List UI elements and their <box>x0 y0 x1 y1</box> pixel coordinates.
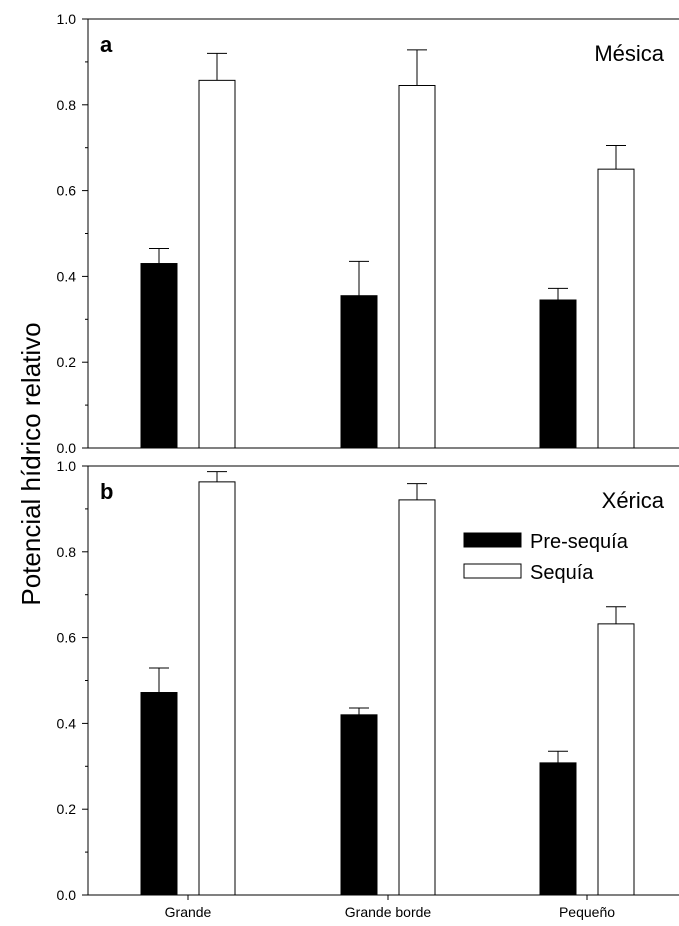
legend-swatch-sequia <box>463 563 522 579</box>
x-tick-label: Grande <box>165 904 212 920</box>
panel-letter: b <box>100 479 113 504</box>
panel-title: Mésica <box>594 41 664 66</box>
y-tick-label: 0.0 <box>57 440 77 456</box>
panel-title: Xérica <box>602 488 665 513</box>
y-tick-label: 0.2 <box>57 801 77 817</box>
legend-label-pre-sequia: Pre-sequía <box>530 531 629 553</box>
bar-sequia-grande <box>198 481 236 896</box>
y-tick-label: 0.4 <box>57 715 77 731</box>
legend-label-sequia: Sequía <box>530 562 594 584</box>
bar-pre-sequia-pequeno <box>539 762 577 896</box>
bar-pre-sequia-grande <box>140 263 178 449</box>
bar-sequia-grande-borde <box>398 499 436 896</box>
bar-sequia-grande-borde <box>398 84 436 449</box>
x-tick-label: Grande borde <box>345 904 432 920</box>
panel-b: 0.0 0.2 0.4 0.6 0.8 1.0 b Xérica Grande Grande bo… <box>57 458 679 920</box>
legend: Pre-sequía Sequía <box>463 531 629 584</box>
bar-pre-sequia-grande-borde <box>340 714 378 896</box>
y-tick-label: 0.4 <box>57 268 77 284</box>
y-tick-label: 0.6 <box>57 183 77 199</box>
bar-sequia-pequeno <box>597 168 635 449</box>
bar-pre-sequia-grande-borde <box>340 295 378 449</box>
y-tick-label: 0.8 <box>57 544 77 560</box>
y-tick-label: 0.0 <box>57 887 77 903</box>
y-tick-label: 0.8 <box>57 97 77 113</box>
y-axis-label: Potencial hídrico relativo <box>16 322 46 605</box>
panel-a: 0.0 0.2 0.4 0.6 0.8 1.0 a Mésica <box>57 11 679 456</box>
y-tick-label: 0.6 <box>57 630 77 646</box>
bar-sequia-grande <box>198 79 236 449</box>
y-tick-label: 0.2 <box>57 354 77 370</box>
legend-swatch-pre-sequia <box>463 532 522 548</box>
bar-pre-sequia-grande <box>140 692 178 896</box>
x-tick-label: Pequeño <box>559 904 615 920</box>
bar-sequia-pequeno <box>597 623 635 896</box>
y-tick-label: 1.0 <box>57 11 77 27</box>
bar-pre-sequia-pequeno <box>539 299 577 449</box>
panel-letter: a <box>100 32 113 57</box>
y-tick-label: 1.0 <box>57 458 77 474</box>
